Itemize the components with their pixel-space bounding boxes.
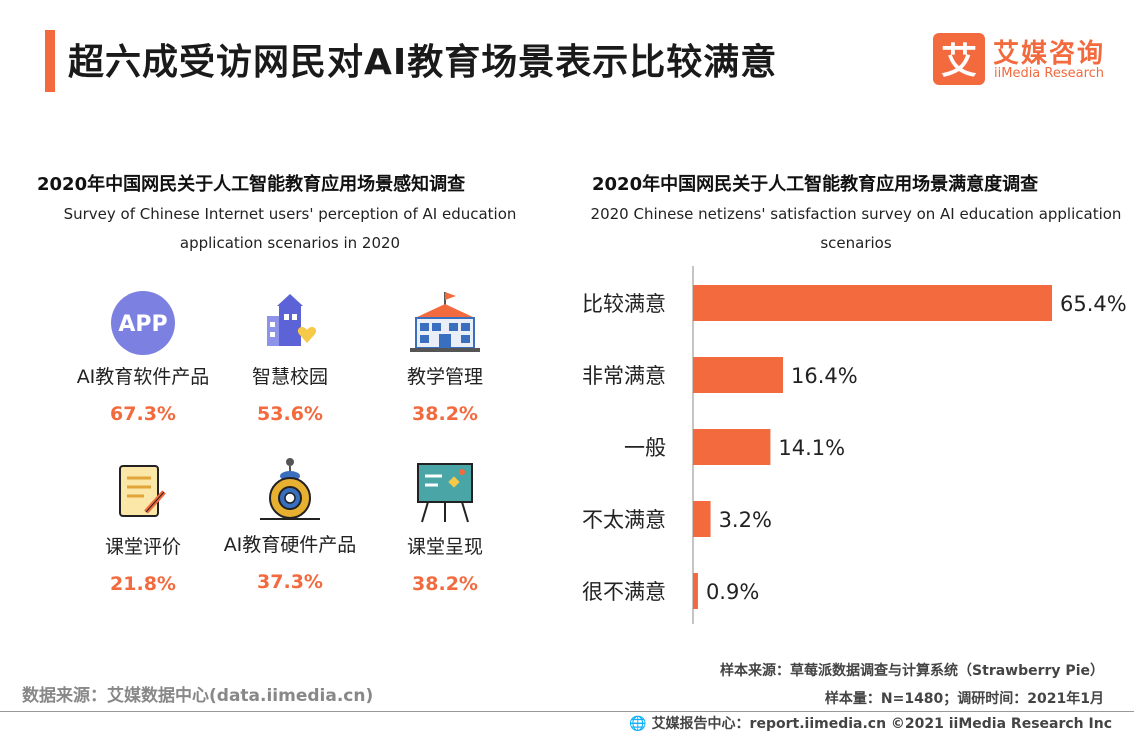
footer-text: 艾媒报告中心：report.iimedia.cn ©2021 iiMedia R…: [651, 716, 1112, 732]
left-section-title: 2020年中国网民关于人工智能教育应用场景感知调查: [37, 174, 466, 195]
sample-source: 样本来源：草莓派数据调查与计算系统（Strawberry Pie）: [720, 663, 1104, 679]
school-building-icon: [410, 292, 480, 352]
scenario-label: 智慧校园: [251, 366, 328, 388]
bar-value-label: 16.4%: [791, 364, 858, 388]
scenario-value: 38.2%: [412, 403, 478, 425]
bar: [693, 357, 784, 393]
right-subtitle-line1: 2020 Chinese netizens' satisfaction surv…: [590, 205, 1122, 223]
bar-category-label: 一般: [624, 436, 666, 460]
right-section-subtitle: 2020 Chinese netizens' satisfaction surv…: [585, 200, 1127, 258]
logo-chinese-name: 艾媒咨询: [993, 39, 1106, 69]
bar-category-label: 很不满意: [582, 580, 666, 604]
bar-category-label: 比较满意: [582, 292, 666, 316]
evaluation-document-icon: [119, 465, 166, 517]
bar: [693, 285, 1052, 321]
scenario-label: AI教育硬件产品: [223, 534, 357, 556]
scenario-value: 21.8%: [110, 573, 176, 595]
bar: [693, 429, 771, 465]
right-subtitle-line2: scenarios: [820, 234, 892, 252]
svg-text:艾: 艾: [941, 41, 977, 82]
scenario-value: 38.2%: [412, 573, 478, 595]
scenario-item-classroom-presentation: 课堂呈现 38.2%: [370, 458, 520, 595]
scenario-value: 53.6%: [257, 403, 323, 425]
bar-value-label: 3.2%: [719, 508, 772, 532]
data-source: 数据来源：艾媒数据中心(data.iimedia.cn): [22, 686, 374, 706]
globe-icon: 🌐: [629, 716, 647, 732]
title-accent-bar: [45, 30, 55, 92]
left-subtitle-line1: Survey of Chinese Internet users' percep…: [63, 205, 517, 223]
scenario-item-classroom-evaluation: 课堂评价 21.8%: [68, 458, 218, 595]
bar-category-label: 非常满意: [582, 364, 666, 388]
bar: [693, 501, 711, 537]
scenario-label: 课堂评价: [104, 536, 181, 558]
scenario-value: 67.3%: [110, 403, 176, 425]
footer-credit[interactable]: 🌐 艾媒报告中心：report.iimedia.cn ©2021 iiMedia…: [629, 713, 1112, 733]
scenario-label: 教学管理: [406, 366, 483, 388]
bar-value-label: 65.4%: [1060, 292, 1127, 316]
scenario-item-ai-hardware: AI教育硬件产品 37.3%: [215, 456, 365, 593]
scenario-label: 课堂呈现: [406, 536, 483, 558]
smart-campus-icon: [267, 294, 317, 346]
left-section-subtitle: Survey of Chinese Internet users' percep…: [30, 200, 550, 258]
scenario-value: 37.3%: [257, 571, 323, 593]
bar-value-label: 0.9%: [706, 580, 759, 604]
logo-english-name: iiMedia Research: [994, 66, 1105, 81]
presentation-board-icon: [417, 463, 473, 523]
brand-logo[interactable]: 艾 艾媒咨询 iiMedia Research: [933, 33, 1118, 85]
logo-mark-icon: 艾: [933, 33, 985, 85]
scenario-item-smart-campus: 智慧校园 53.6%: [215, 288, 365, 425]
bar: [693, 573, 698, 609]
scenario-label: AI教育软件产品: [76, 366, 210, 388]
page-title: 超六成受访网民对AI教育场景表示比较满意: [68, 42, 778, 83]
satisfaction-bar-chart: 比较满意 65.4% 非常满意 16.4% 一般 14.1% 不太满意 3.2% 很不满意 0.9…: [582, 266, 1127, 624]
footer-divider: [0, 711, 1134, 712]
app-icon: APP: [111, 291, 175, 355]
svg-text:APP: APP: [118, 312, 167, 337]
scenario-item-teaching-management: 教学管理 38.2%: [370, 288, 520, 425]
bar-category-label: 不太满意: [582, 508, 666, 532]
scenario-item-ai-software: APP AI教育软件产品 67.3%: [68, 288, 218, 425]
robot-icon: [260, 458, 320, 520]
left-subtitle-line2: application scenarios in 2020: [179, 234, 401, 252]
right-section-title: 2020年中国网民关于人工智能教育应用场景满意度调查: [592, 174, 1039, 195]
bar-value-label: 14.1%: [778, 436, 845, 460]
sample-size: 样本量：N=1480；调研时间：2021年1月: [824, 691, 1104, 707]
